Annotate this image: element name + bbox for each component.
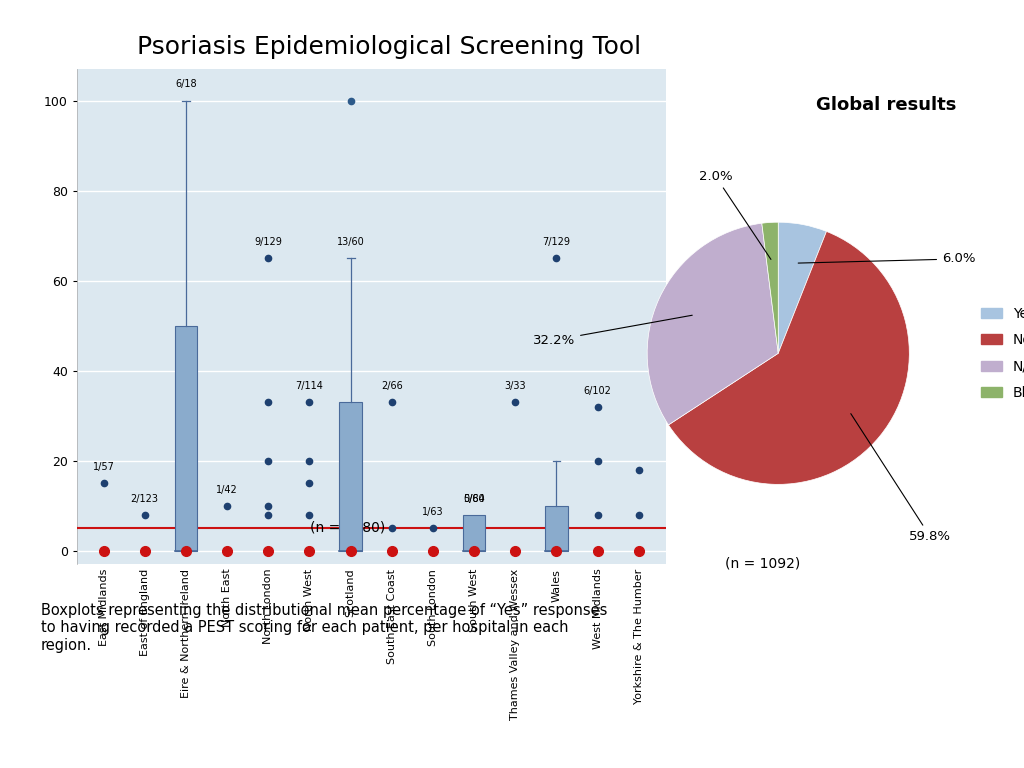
Text: 7/114: 7/114 <box>296 381 324 391</box>
Text: Global results: Global results <box>815 96 956 114</box>
Wedge shape <box>669 231 909 485</box>
Text: 1/63: 1/63 <box>422 507 443 517</box>
Text: 3/33: 3/33 <box>505 381 526 391</box>
Text: 0/60: 0/60 <box>463 494 485 504</box>
Text: 9/129: 9/129 <box>254 237 283 247</box>
Text: 2.0%: 2.0% <box>698 170 771 260</box>
Bar <box>339 402 361 551</box>
Text: Boxplots representing the distributional mean percentage of “Yes” responses
to h: Boxplots representing the distributional… <box>41 603 607 653</box>
Text: 6/18: 6/18 <box>175 79 197 89</box>
Text: (n = 1092): (n = 1092) <box>725 557 801 571</box>
Text: 2/66: 2/66 <box>381 381 402 391</box>
Text: 2/123: 2/123 <box>131 494 159 504</box>
Text: 13/60: 13/60 <box>337 237 365 247</box>
Wedge shape <box>762 222 778 353</box>
Bar <box>463 515 485 551</box>
Text: 6/102: 6/102 <box>584 386 611 396</box>
Text: (n = 1080): (n = 1080) <box>310 521 385 535</box>
Text: 5/84: 5/84 <box>463 494 485 504</box>
Bar <box>174 326 198 551</box>
Text: 32.2%: 32.2% <box>532 315 692 346</box>
Bar <box>545 506 568 551</box>
Text: 1/42: 1/42 <box>216 485 238 495</box>
Text: 7/129: 7/129 <box>543 237 570 247</box>
Text: Psoriasis Epidemiological Screening Tool: Psoriasis Epidemiological Screening Tool <box>137 35 641 58</box>
Wedge shape <box>778 222 826 353</box>
Text: 6.0%: 6.0% <box>799 253 976 266</box>
Legend: Yes, No, N/A, Blank: Yes, No, N/A, Blank <box>975 301 1024 406</box>
Wedge shape <box>647 223 778 425</box>
Text: 59.8%: 59.8% <box>851 414 951 543</box>
Text: 1/57: 1/57 <box>92 462 115 472</box>
